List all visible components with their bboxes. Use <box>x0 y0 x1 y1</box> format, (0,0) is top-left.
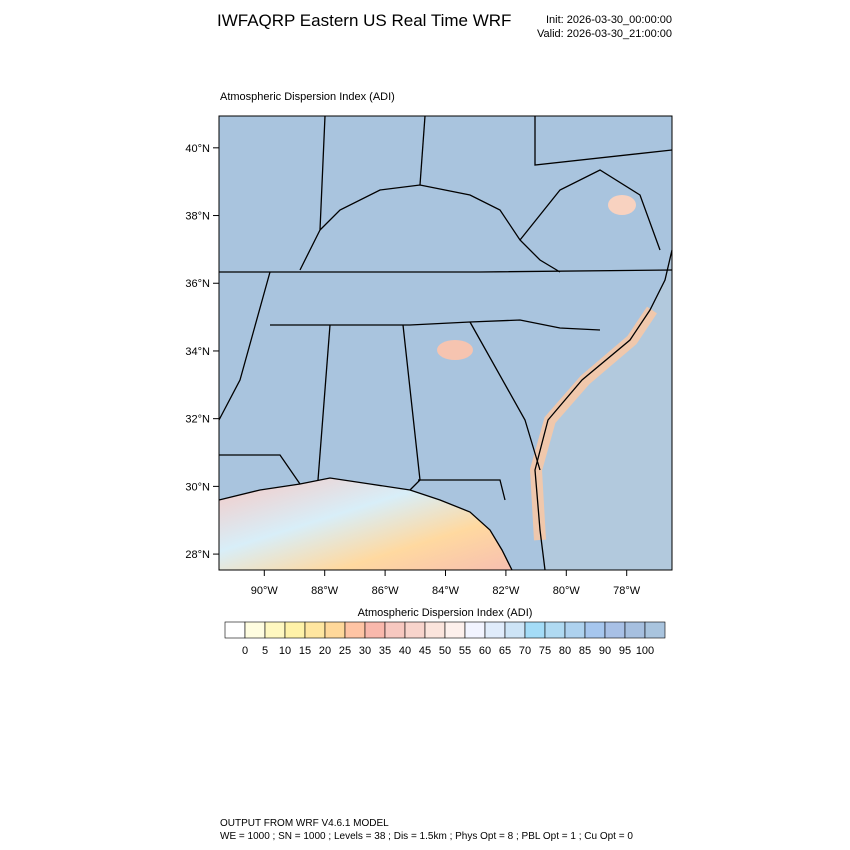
color-box <box>524 621 546 639</box>
map <box>218 115 673 571</box>
color-box <box>384 621 406 639</box>
x-tick-label: 86°W <box>372 585 400 597</box>
colorbar-label: 100 <box>636 645 654 657</box>
colorbar-label: 80 <box>559 645 571 657</box>
colorbar-label: 70 <box>519 645 531 657</box>
color-box <box>624 621 646 639</box>
y-tick-label: 34°N <box>185 346 210 358</box>
init-time: Init: 2026-03-30_00:00:00 <box>546 14 672 26</box>
map-title: Atmospheric Dispersion Index (ADI) <box>220 91 395 103</box>
color-box <box>504 621 526 639</box>
colorbar-label: 85 <box>579 645 591 657</box>
color-box <box>244 621 266 639</box>
x-tick-label: 80°W <box>553 585 581 597</box>
color-box <box>344 621 366 639</box>
x-tick-label: 90°W <box>251 585 279 597</box>
color-box <box>404 621 426 639</box>
colorbar: 0 5 10 15 20 25 30 35 40 45 50 55 60 65 70 75 80 85 90 95 10… <box>224 621 666 657</box>
state-borders <box>218 115 673 571</box>
colorbar-label: 45 <box>419 645 431 657</box>
colorbar-label: 55 <box>459 645 471 657</box>
colorbar-title: Atmospheric Dispersion Index (ADI) <box>358 607 533 619</box>
colorbar-label: 20 <box>319 645 331 657</box>
colorbar-label: 90 <box>599 645 611 657</box>
x-tick-label: 84°W <box>432 585 460 597</box>
y-tick-label: 38°N <box>185 211 210 223</box>
color-box <box>424 621 446 639</box>
coast-band <box>529 306 657 541</box>
color-box <box>604 621 626 639</box>
colorbar-label: 0 <box>242 645 248 657</box>
colorbar-label: 35 <box>379 645 391 657</box>
color-box <box>324 621 346 639</box>
color-box <box>264 621 286 639</box>
gulf <box>219 478 512 570</box>
hotspot <box>437 340 473 360</box>
y-tick-label: 28°N <box>185 549 210 561</box>
colorbar-label: 50 <box>439 645 451 657</box>
color-box <box>484 621 506 639</box>
color-box <box>464 621 486 639</box>
color-box <box>544 621 566 639</box>
colorbar-label: 40 <box>399 645 411 657</box>
colorbar-label: 60 <box>479 645 491 657</box>
color-box <box>284 621 306 639</box>
color-box <box>224 621 246 639</box>
colorbar-label: 25 <box>339 645 351 657</box>
footer-line: OUTPUT FROM WRF V4.6.1 MODEL <box>220 818 389 829</box>
y-tick-label: 32°N <box>185 414 210 426</box>
colorbar-label: 95 <box>619 645 631 657</box>
color-box <box>444 621 466 639</box>
footer-line: WE = 1000 ; SN = 1000 ; Levels = 38 ; Di… <box>220 831 633 842</box>
color-box <box>364 621 386 639</box>
x-tick-label: 88°W <box>311 585 339 597</box>
colorbar-label: 65 <box>499 645 511 657</box>
valid-time: Valid: 2026-03-30_21:00:00 <box>537 28 672 40</box>
title: IWFAQRP Eastern US Real Time WRF <box>217 11 511 30</box>
axes: 90°W 88°W 86°W 84°W 82°W 80°W 78°W 28°N 30°N 32°N… <box>185 143 640 597</box>
colorbar-label: 30 <box>359 645 371 657</box>
x-tick-label: 78°W <box>613 585 641 597</box>
color-box <box>304 621 326 639</box>
colorbar-label: 5 <box>262 645 268 657</box>
y-tick-label: 36°N <box>185 278 210 290</box>
hotspot <box>608 195 636 215</box>
color-box <box>584 621 606 639</box>
y-tick-label: 30°N <box>185 481 210 493</box>
colorbar-label: 15 <box>299 645 311 657</box>
colorbar-label: 10 <box>279 645 291 657</box>
color-box <box>644 621 666 639</box>
y-tick-label: 40°N <box>185 143 210 155</box>
x-tick-label: 82°W <box>492 585 520 597</box>
colorbar-label: 75 <box>539 645 551 657</box>
color-box <box>564 621 586 639</box>
